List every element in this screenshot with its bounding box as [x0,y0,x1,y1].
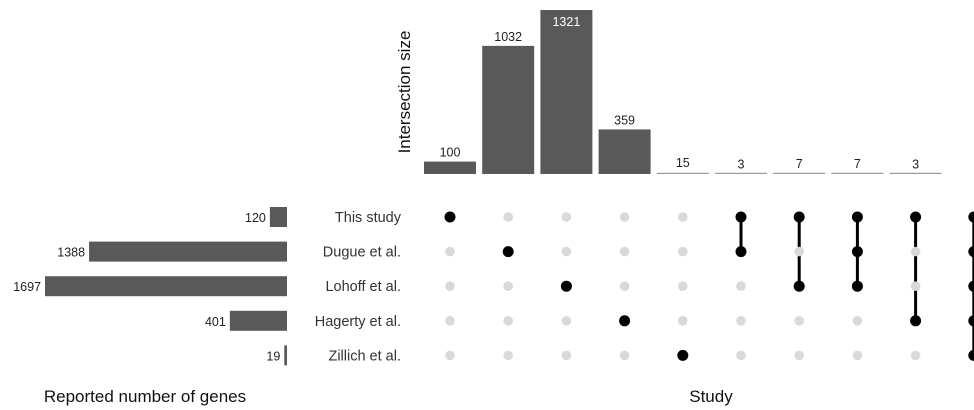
set-name-label-1: Dugue et al. [323,245,401,261]
matrix-dot-2-3 [561,316,572,326]
set-size-label-2: 1697 [13,280,41,294]
membership-matrix [444,211,974,361]
set-name-label-4: Zillich et al. [328,348,401,364]
matrix-dot-2-0 [561,212,572,222]
matrix-dot-5-1 [735,246,747,258]
set-size-bar-0 [269,207,287,227]
matrix-dot-9-0 [968,211,974,223]
matrix-dot-5-2 [736,281,746,292]
matrix-dot-3-3 [619,315,631,327]
matrix-dot-5-4 [736,350,746,361]
matrix-dot-1-0 [503,212,513,222]
matrix-dot-7-3 [852,316,863,326]
matrix-dot-3-2 [619,281,630,292]
matrix-dot-7-0 [851,211,863,223]
intersection-size-label-0: 100 [440,146,461,160]
matrix-dot-6-4 [794,350,804,361]
set-size-bar-2 [45,276,287,297]
matrix-dot-1-3 [503,316,513,326]
matrix-dot-3-4 [619,350,630,361]
matrix-dot-9-4 [968,349,974,361]
matrix-dot-6-2 [793,280,805,292]
intersection-size-label-2: 1321 [552,15,580,29]
intersection-bar-5 [715,172,767,174]
matrix-dot-0-2 [445,281,455,292]
matrix-dot-2-1 [561,246,572,257]
set-name-label-2: Lohoff et al. [325,279,401,295]
y-axis-title: Intersection size [395,31,414,154]
intersection-bar-3 [598,129,651,174]
matrix-dot-8-0 [910,211,922,223]
x-axis-title: Study [689,387,733,406]
matrix-dot-9-2 [968,280,974,292]
intersection-size-label-7: 7 [854,157,861,171]
intersection-size-label-8: 3 [912,158,919,172]
intersection-size-label-5: 3 [738,158,745,172]
matrix-dot-0-0 [444,211,456,223]
matrix-dot-8-2 [910,281,921,292]
matrix-dot-1-2 [503,281,513,292]
intersection-size-labels: 100 1032 1321 359 15 3 7 7 3 [440,15,920,172]
matrix-dot-7-1 [851,246,863,258]
set-size-bar-1 [89,241,287,262]
set-name-label-0: This study [335,210,402,226]
intersection-bar-6 [773,172,826,174]
matrix-dot-0-1 [445,246,455,257]
intersection-bar-1 [482,45,535,175]
matrix-dot-6-0 [793,211,805,223]
matrix-dot-3-0 [619,212,630,222]
set-name-label-3: Hagerty et al. [315,314,401,330]
intersection-size-label-6: 7 [796,157,803,171]
matrix-dot-7-2 [851,280,863,292]
matrix-dot-1-1 [502,246,514,258]
matrix-dot-4-1 [678,246,688,257]
intersection-bar-8 [889,172,942,174]
matrix-dot-2-2 [560,280,572,292]
set-size-label-0: 120 [245,211,266,225]
matrix-dot-4-3 [678,316,688,326]
intersection-bar-0 [424,161,476,174]
matrix-dot-4-0 [678,212,688,222]
matrix-dot-6-1 [794,246,804,257]
intersection-bar-2 [540,10,593,174]
matrix-dot-5-0 [735,211,747,223]
intersection-bars [424,10,942,175]
matrix-dot-0-3 [445,316,455,326]
matrix-dot-4-4 [677,349,689,361]
matrix-dot-8-4 [910,350,921,361]
matrix-dot-9-3 [968,315,974,327]
matrix-dot-8-3 [910,315,922,327]
matrix-dot-9-1 [968,246,974,258]
intersection-size-label-1: 1032 [494,30,522,44]
set-size-bar-4 [284,345,287,366]
set-size-label-3: 401 [205,315,226,329]
intersection-bar-4 [656,172,709,174]
matrix-dot-3-1 [619,246,630,257]
matrix-dot-8-1 [910,246,921,257]
matrix-dot-2-4 [561,350,572,361]
matrix-dot-0-4 [445,350,455,361]
set-size-bar-3 [229,310,287,331]
matrix-dot-6-3 [794,316,804,326]
set-size-axis-title: Reported number of genes [44,387,246,406]
matrix-dot-5-3 [736,316,746,326]
intersection-bar-7 [831,172,884,174]
set-name-labels: This study Dugue et al. Lohoff et al. Hager… [315,210,402,364]
matrix-dot-7-4 [852,350,863,361]
set-size-label-4: 19 [266,349,280,363]
matrix-dot-1-4 [503,350,513,361]
matrix-dot-4-2 [678,281,688,292]
set-size-bars: 120 1388 1697 401 19 [13,207,287,366]
set-size-label-1: 1388 [57,246,85,260]
intersection-size-label-3: 359 [614,113,635,127]
intersection-size-label-4: 15 [676,156,690,170]
